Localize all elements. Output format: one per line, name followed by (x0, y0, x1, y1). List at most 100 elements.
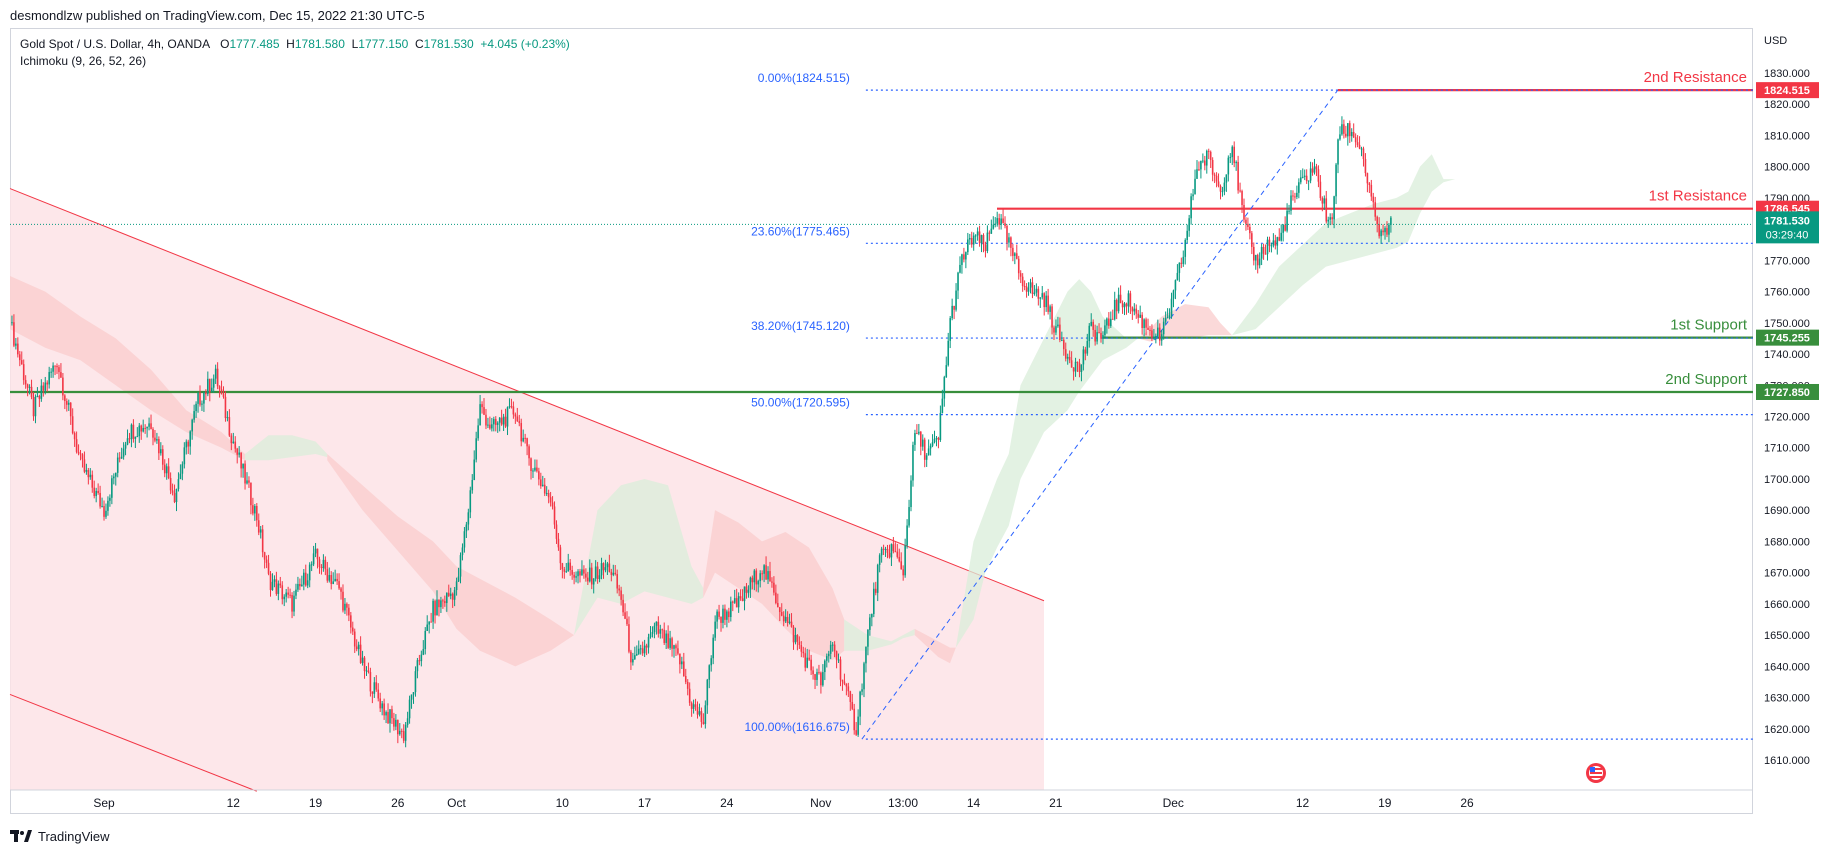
candle-body (456, 581, 458, 590)
candle-body (669, 638, 671, 648)
candle-body (442, 600, 444, 601)
candle-body (855, 730, 857, 735)
candle-body (377, 690, 379, 699)
candle-body (904, 546, 906, 576)
candle-body (184, 447, 186, 464)
candle-body (393, 718, 395, 726)
candle-body (689, 689, 691, 703)
candle-body (1036, 289, 1038, 293)
candle-body (152, 429, 154, 438)
high-value: 1781.580 (295, 37, 345, 51)
candle-body (330, 575, 332, 584)
candle-body (164, 465, 166, 474)
price-tick-label: 1720.000 (1764, 412, 1810, 424)
candle-body (1226, 174, 1228, 182)
candle-body (1210, 152, 1212, 160)
candle-body (530, 458, 532, 471)
candle-body (117, 458, 119, 473)
candle-body (992, 225, 994, 229)
candle-body (1306, 176, 1308, 181)
candle-body (95, 491, 97, 496)
candle-body (283, 597, 285, 599)
candle-body (381, 703, 383, 708)
candle-body (438, 600, 440, 608)
candle-body (562, 563, 564, 569)
candle-body (616, 574, 618, 588)
candle-body (111, 478, 113, 498)
candle-body (297, 584, 299, 590)
candle-body (656, 622, 658, 626)
candle-body (646, 646, 648, 648)
candle-body (232, 442, 234, 444)
candle-body (1075, 362, 1077, 372)
candle-body (27, 384, 29, 387)
candle-body (158, 439, 160, 453)
candle-body (211, 388, 213, 392)
candle-body (505, 417, 507, 427)
candle-body (1155, 336, 1157, 337)
candle-body (777, 603, 779, 607)
candle-body (1104, 325, 1106, 335)
candle-body (661, 629, 663, 630)
symbol-name[interactable]: Gold Spot / U.S. Dollar, 4h, OANDA (20, 37, 210, 51)
candle-body (287, 593, 289, 595)
candle-body (487, 425, 489, 426)
candle-body (450, 594, 452, 596)
candle-body (1179, 263, 1181, 273)
candle-body (718, 612, 720, 617)
candle-body (348, 608, 350, 616)
candle-body (579, 571, 581, 575)
candle-body (221, 389, 223, 394)
candle-body (589, 568, 591, 582)
us-flag-icon[interactable] (1586, 763, 1606, 783)
candle-body (846, 684, 848, 687)
candle-body (454, 590, 456, 600)
candle-body (636, 654, 638, 655)
candle-body (581, 569, 583, 575)
candle-body (1126, 304, 1128, 307)
candle-body (379, 699, 381, 709)
candle-body (542, 485, 544, 486)
candle-body (644, 646, 646, 654)
candle-body (707, 680, 709, 706)
candle-body (640, 648, 642, 649)
price-tick-label: 1830.000 (1764, 68, 1810, 80)
indicator-label[interactable]: Ichimoku (9, 26, 52, 26) (20, 53, 570, 70)
candle-body (56, 366, 58, 367)
candle-body (397, 720, 399, 734)
candle-body (325, 560, 327, 569)
price-tick-label: 1700.000 (1764, 474, 1810, 486)
candle-body (538, 471, 540, 479)
candle-body (793, 627, 795, 642)
candle-body (1345, 134, 1347, 137)
brand-text[interactable]: TradingView (38, 829, 110, 844)
fib-level-label: 100.00%(1616.675) (744, 720, 849, 734)
candle-body (1390, 218, 1392, 225)
candle-body (468, 512, 470, 524)
candle-body (29, 387, 31, 388)
candle-body (166, 466, 168, 473)
candle-body (434, 601, 436, 616)
candle-body (199, 393, 201, 405)
candle-body (601, 563, 603, 575)
candle-body (554, 506, 556, 524)
candle-body (515, 414, 517, 416)
candle-body (1008, 237, 1010, 242)
candle-body (906, 525, 908, 545)
tradingview-logo-icon[interactable] (10, 829, 32, 843)
price-tick-label: 1800.000 (1764, 162, 1810, 174)
candle-body (728, 611, 730, 617)
candle-body (58, 367, 60, 372)
candle-body (828, 654, 830, 656)
time-tick-label: Dec (1163, 796, 1184, 810)
candle-body (364, 658, 366, 671)
candle-body (945, 365, 947, 377)
candle-body (556, 525, 558, 539)
candle-body (1384, 228, 1386, 232)
candle-body (826, 656, 828, 661)
candle-body (223, 394, 225, 397)
candle-body (1149, 330, 1151, 331)
candle-body (42, 386, 44, 391)
candle-body (121, 457, 123, 459)
